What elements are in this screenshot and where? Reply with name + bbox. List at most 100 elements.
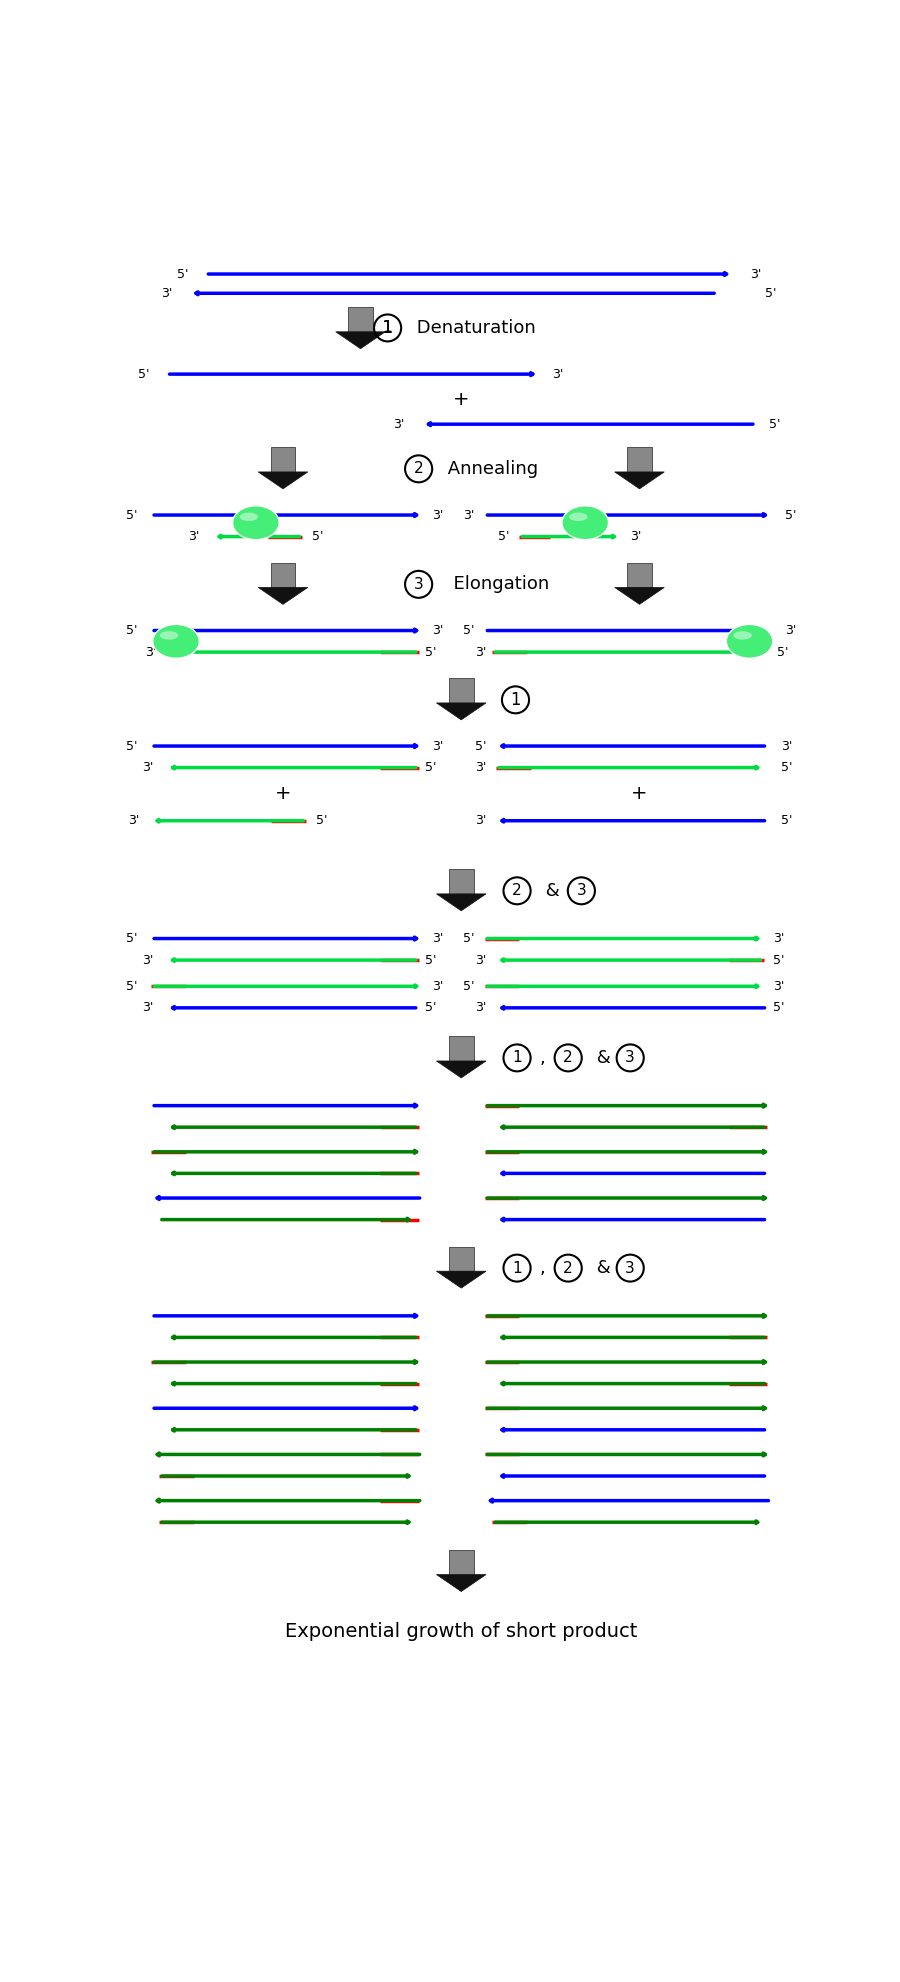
Text: 3': 3' <box>141 1001 153 1015</box>
Text: 3': 3' <box>464 509 474 521</box>
Text: 5': 5' <box>781 761 793 775</box>
Polygon shape <box>271 448 295 472</box>
Polygon shape <box>258 472 308 490</box>
Polygon shape <box>449 678 473 704</box>
Text: 5': 5' <box>770 418 781 430</box>
Ellipse shape <box>734 630 752 640</box>
Text: Annealing: Annealing <box>442 460 538 478</box>
Polygon shape <box>449 1550 473 1574</box>
Text: 3: 3 <box>626 1261 635 1276</box>
Ellipse shape <box>239 513 258 521</box>
Text: 3': 3' <box>432 739 444 753</box>
Text: 3': 3' <box>141 761 153 775</box>
Text: 3': 3' <box>432 509 444 521</box>
Ellipse shape <box>726 624 773 658</box>
Polygon shape <box>615 587 664 605</box>
Text: 3': 3' <box>475 646 486 658</box>
Text: 3': 3' <box>475 953 486 967</box>
Text: 3': 3' <box>432 932 444 945</box>
Text: Exponential growth of short product: Exponential growth of short product <box>285 1621 637 1641</box>
Text: 3': 3' <box>773 932 785 945</box>
Polygon shape <box>436 894 486 912</box>
Text: 3: 3 <box>626 1050 635 1066</box>
Text: 3': 3' <box>161 287 173 299</box>
Ellipse shape <box>160 630 178 640</box>
Polygon shape <box>271 563 295 587</box>
Text: 3': 3' <box>393 418 405 430</box>
Text: 3': 3' <box>750 268 761 281</box>
Text: 2: 2 <box>563 1261 573 1276</box>
Text: 3: 3 <box>414 577 424 593</box>
Text: Elongation: Elongation <box>442 575 549 593</box>
Text: 1: 1 <box>512 1261 522 1276</box>
Text: 3': 3' <box>141 953 153 967</box>
Text: 5': 5' <box>498 529 509 543</box>
Text: 5': 5' <box>176 268 188 281</box>
Text: 3': 3' <box>785 624 796 636</box>
Polygon shape <box>436 1574 486 1592</box>
Text: &: & <box>540 882 560 900</box>
Text: 5': 5' <box>126 932 138 945</box>
Polygon shape <box>336 331 385 349</box>
Text: &: & <box>591 1259 611 1276</box>
Polygon shape <box>449 1247 473 1270</box>
Polygon shape <box>627 448 652 472</box>
Polygon shape <box>436 1060 486 1078</box>
Text: 2: 2 <box>414 462 424 476</box>
Text: 5': 5' <box>766 287 777 299</box>
Polygon shape <box>449 870 473 894</box>
Ellipse shape <box>232 505 279 539</box>
Text: 5': 5' <box>126 624 138 636</box>
Text: 5': 5' <box>464 932 475 945</box>
Text: 3': 3' <box>630 529 642 543</box>
Text: 5': 5' <box>126 979 138 993</box>
Text: 2: 2 <box>512 884 522 898</box>
Text: 5': 5' <box>312 529 324 543</box>
Text: +: + <box>274 785 292 803</box>
Text: 5': 5' <box>425 761 436 775</box>
Text: 1: 1 <box>382 321 392 335</box>
Text: 3': 3' <box>475 815 486 826</box>
Text: +: + <box>631 785 648 803</box>
Text: &: & <box>591 1048 611 1066</box>
Text: 5': 5' <box>425 646 436 658</box>
Text: 5': 5' <box>781 815 793 826</box>
Text: 3': 3' <box>781 739 792 753</box>
Text: 5': 5' <box>425 1001 436 1015</box>
Text: 5': 5' <box>785 509 796 521</box>
Text: 3': 3' <box>432 979 444 993</box>
Polygon shape <box>258 587 308 605</box>
Text: +: + <box>453 390 470 408</box>
Text: 3': 3' <box>773 979 785 993</box>
Text: 5': 5' <box>773 1001 785 1015</box>
Polygon shape <box>615 472 664 490</box>
Text: 3': 3' <box>432 624 444 636</box>
Text: 2: 2 <box>563 1050 573 1066</box>
Text: 3': 3' <box>475 761 486 775</box>
Text: 5': 5' <box>126 509 138 521</box>
Text: 5': 5' <box>316 815 328 826</box>
Polygon shape <box>436 1270 486 1288</box>
Text: 1: 1 <box>510 692 521 710</box>
Polygon shape <box>348 307 373 331</box>
Ellipse shape <box>153 624 199 658</box>
Ellipse shape <box>562 505 608 539</box>
Text: 3': 3' <box>146 646 157 658</box>
Text: 3': 3' <box>553 367 563 381</box>
Text: 3': 3' <box>129 815 140 826</box>
Text: 5': 5' <box>464 979 475 993</box>
Polygon shape <box>627 563 652 587</box>
Text: 5': 5' <box>773 953 785 967</box>
Ellipse shape <box>569 513 588 521</box>
Text: 3': 3' <box>188 529 200 543</box>
Text: 5': 5' <box>475 739 486 753</box>
Text: 5': 5' <box>138 367 149 381</box>
Text: 5': 5' <box>126 739 138 753</box>
Text: 5': 5' <box>777 646 788 658</box>
Text: ,: , <box>540 1048 552 1066</box>
Text: ,: , <box>540 1259 552 1276</box>
Text: 1: 1 <box>382 319 393 337</box>
Polygon shape <box>449 1037 473 1060</box>
Text: 3: 3 <box>577 884 586 898</box>
Polygon shape <box>436 704 486 719</box>
